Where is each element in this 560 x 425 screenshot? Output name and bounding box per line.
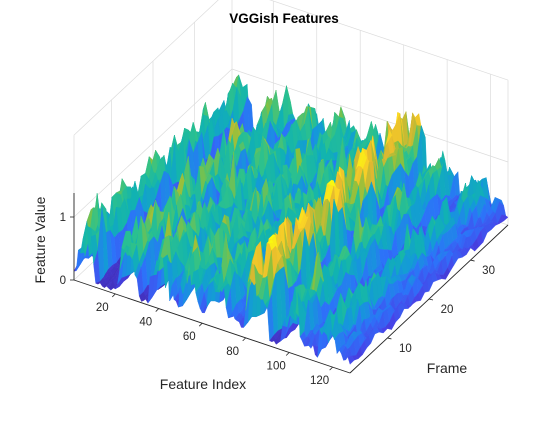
y-axis-label: Frame <box>427 360 468 376</box>
x-tick-label: 100 <box>267 360 286 372</box>
x-tick-mark <box>285 352 290 356</box>
x-tick-label: 20 <box>96 302 109 314</box>
x-tick-mark <box>242 337 246 342</box>
chart-title: VGGish Features <box>229 11 339 26</box>
z-axis-label: Feature Value <box>32 196 48 283</box>
back-edge <box>269 0 509 81</box>
x-tick-label: 40 <box>139 317 152 329</box>
surface-mesh <box>73 74 509 365</box>
x-tick-mark <box>198 322 203 327</box>
x-axis-label: Feature Index <box>160 376 246 392</box>
y-tick-mark <box>428 298 434 301</box>
x-tick-mark <box>329 366 333 371</box>
z-gridline <box>73 68 233 218</box>
x-tick-mark <box>112 293 116 298</box>
x-tick-label: 60 <box>183 331 196 343</box>
y-tick-label: 20 <box>441 304 454 316</box>
z-gridline <box>231 68 509 163</box>
y-tick-mark <box>387 337 392 340</box>
x-tick-mark <box>155 308 160 312</box>
x-tick-label: 80 <box>226 346 239 358</box>
z-tick-label: 1 <box>60 212 66 224</box>
y-tick-label: 10 <box>399 343 412 355</box>
z-tick-label: 0 <box>60 275 66 287</box>
y-tick-label: 30 <box>482 265 495 277</box>
y-tick-mark <box>470 259 475 262</box>
x-tick-label: 120 <box>310 375 329 387</box>
